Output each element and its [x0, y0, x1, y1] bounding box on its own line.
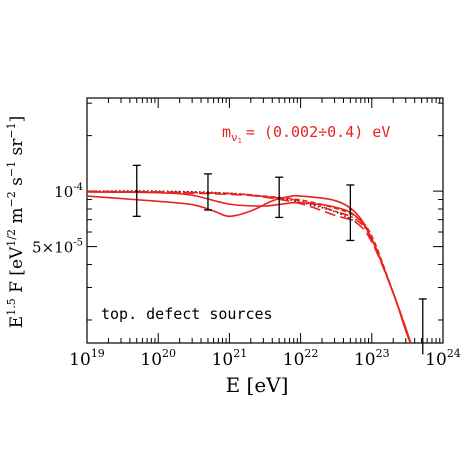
- data-point: [349, 208, 352, 211]
- x-tick-label: 1020: [140, 347, 176, 370]
- data-point: [206, 191, 210, 194]
- mass-label-sub: ν: [231, 131, 238, 144]
- source-label: top. defect sources: [101, 305, 273, 323]
- axis-ticks: [86, 98, 443, 343]
- x-tick-label: 1019: [69, 347, 105, 370]
- x-tick-label: 1024: [425, 347, 461, 370]
- mass-annotation: mν1 = (0.002÷0.4) eV: [222, 123, 390, 145]
- x-axis-label: E [eV]: [226, 373, 289, 397]
- x-tick-label: 1021: [212, 347, 248, 370]
- series-line-6: [87, 190, 412, 343]
- plot-frame: [86, 97, 444, 344]
- series-line-1: [87, 190, 357, 223]
- mass-label-value: = (0.002÷0.4) eV: [246, 123, 391, 141]
- y-tick-label: 10-4: [54, 182, 83, 201]
- y-tick-label: 5×10-5: [32, 238, 83, 257]
- x-tick-label: 1023: [354, 347, 390, 370]
- tick-labels: 1019 1020 1021 1022 1023 1024 10-4 5×10-5: [32, 182, 461, 370]
- x-tick-label: 1022: [283, 347, 319, 370]
- error-bars: [132, 164, 427, 355]
- series-line-3: [87, 191, 412, 343]
- mass-label-main: m: [222, 123, 231, 141]
- data-point: [277, 196, 281, 199]
- mass-label-subsub: 1: [238, 137, 242, 145]
- y-axis-label: E1.5 F [eV1/2 m−2 s−1 sr−1]: [5, 116, 27, 328]
- series-line-2: [87, 194, 412, 343]
- data-point: [135, 189, 138, 193]
